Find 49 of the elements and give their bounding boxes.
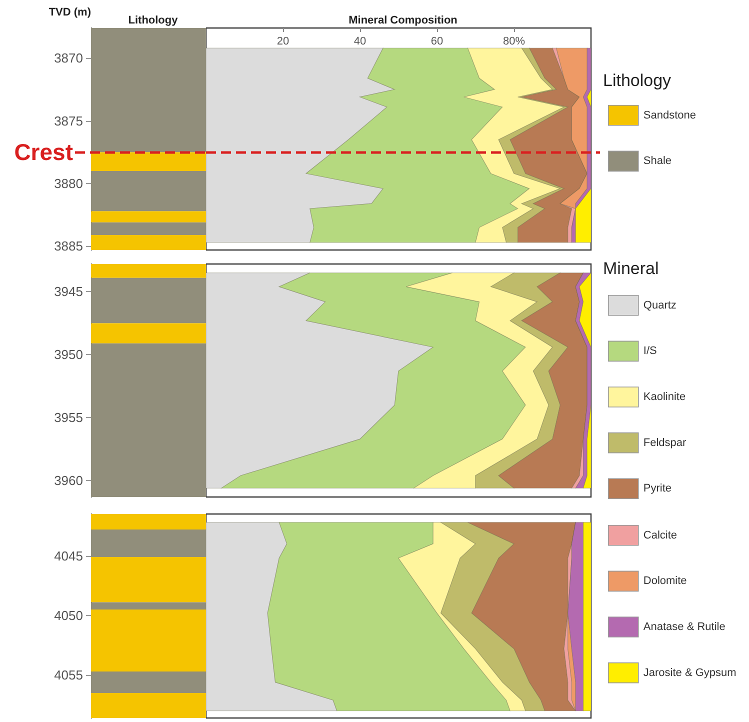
bar <box>91 170 206 212</box>
legend-label: Shale <box>643 155 672 168</box>
x-tick-label: 20 <box>276 36 290 48</box>
x-tick-label: 80% <box>502 36 526 48</box>
y-tick-label: 3945 <box>54 284 83 300</box>
bar <box>91 211 206 222</box>
x-tick-label: 40 <box>354 36 366 48</box>
y-tick-label: 3870 <box>54 50 83 66</box>
bar <box>91 530 206 557</box>
bar <box>91 343 206 497</box>
text: Quartz <box>643 299 676 312</box>
legend-label: Jarosite & Gypsum <box>643 666 736 679</box>
y-tick-label: 4050 <box>54 608 83 623</box>
bar <box>91 609 206 672</box>
legend-label: Calcite <box>643 529 678 542</box>
bar <box>91 152 206 171</box>
legend-label: Feldspar <box>643 436 687 449</box>
x-tick-label: 60 <box>430 36 444 48</box>
bar <box>91 602 206 610</box>
y-axis-title: TVD (m) <box>48 6 92 18</box>
legend-label: Anatase & Rutile <box>643 621 726 633</box>
y-tick-label: 3880 <box>54 176 83 192</box>
legend-label: Dolomite <box>643 575 687 588</box>
chart-title: Mineral Composition <box>348 14 458 26</box>
bar <box>91 692 206 718</box>
bar <box>91 514 206 530</box>
ref-line-label: Crest <box>14 139 74 166</box>
y-tick-label: 4045 <box>54 548 83 564</box>
bar <box>91 234 206 250</box>
y-tick-label: 3950 <box>54 347 83 362</box>
bar <box>91 278 206 324</box>
y-tick-label: 3960 <box>54 473 83 488</box>
legend-label: Sandstone <box>643 109 696 122</box>
y-tick-label: 3875 <box>54 113 83 128</box>
chart-title: Lithology <box>128 14 179 26</box>
legend-label: Kaolinite <box>643 391 686 403</box>
bar <box>91 556 206 602</box>
legend-label: Pyrite <box>643 482 672 495</box>
legend-label: I/S <box>643 345 657 358</box>
bar <box>91 264 206 278</box>
legend-title: Lithology <box>603 71 672 90</box>
y-tick-label: 3885 <box>54 238 83 254</box>
y-tick-label: 4055 <box>54 668 83 683</box>
bar <box>91 323 206 344</box>
bar <box>91 28 206 152</box>
legend-title: Mineral <box>603 259 659 278</box>
y-tick-label: 3955 <box>54 410 83 426</box>
bar <box>91 671 206 693</box>
bar <box>91 222 206 235</box>
